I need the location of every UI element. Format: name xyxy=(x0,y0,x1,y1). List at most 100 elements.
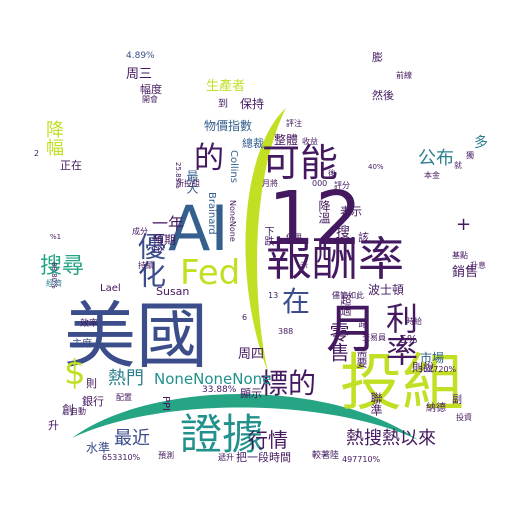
word-489: 4.89% xyxy=(126,51,155,61)
word-000: 000 xyxy=(312,179,328,188)
word-zidong: 自動 xyxy=(70,407,86,416)
word-yuejiang: 月將 xyxy=(262,179,278,188)
word-fed: Fed xyxy=(180,253,241,293)
word-chaoguo: 超過 xyxy=(339,294,352,316)
word-pingzhu: 評注 xyxy=(286,119,302,128)
word-zhengti: 整體 xyxy=(274,133,299,147)
word-suotouzu: 所投組 xyxy=(176,179,200,188)
word-sousun: 搜尋 xyxy=(40,254,85,279)
word-6: 6 xyxy=(242,313,248,322)
word-jingji: 經濟 xyxy=(46,279,62,288)
word-hangqing: 行情 xyxy=(248,428,288,452)
word-baochi: 保持 xyxy=(240,97,265,111)
word-yinian: 一年 xyxy=(152,214,185,233)
word-yue: 月 xyxy=(326,300,379,360)
word-lael: Lael xyxy=(100,283,121,294)
word-baduan: 把一段時間 xyxy=(236,451,291,464)
word-fu: 副 xyxy=(452,395,462,406)
bottom-arc xyxy=(72,394,418,440)
word-chixu: 持續 xyxy=(138,261,154,270)
word-benjin: 本金 xyxy=(424,171,440,180)
word-ppi: PPI xyxy=(160,396,171,412)
word-lu: 路 xyxy=(356,318,367,328)
word-zongcai: 總裁 xyxy=(242,137,264,150)
word-gai: 該 xyxy=(358,231,369,244)
word-shuizhun: 水準 xyxy=(86,441,111,455)
word-shengxi: 升息 xyxy=(470,261,486,270)
word-qianxian: 前線 xyxy=(396,71,412,80)
word-jiu: 就 xyxy=(454,161,462,170)
word-lingshou: 零售 xyxy=(326,322,350,362)
word-peizhi: 配置 xyxy=(116,393,132,402)
word-388: 388 xyxy=(278,327,294,336)
word-touzi: 投資 xyxy=(456,413,472,422)
word-jiangfu: 降幅 xyxy=(43,120,64,156)
word-shigei: 時給 xyxy=(406,317,422,326)
word-dao: 到 xyxy=(218,99,228,110)
word-boshidun: 波士頓 xyxy=(368,283,405,297)
word-zhousan: 周三 xyxy=(126,67,153,82)
word-youhua: 優化 xyxy=(134,232,167,288)
word-yinhang: 銀行 xyxy=(82,395,104,408)
word-chengfen: 成分 xyxy=(132,227,148,236)
word-zuijin: 最近 xyxy=(114,428,150,449)
word-zeshuo: 則說 xyxy=(412,361,434,374)
word-497710: 497710% xyxy=(342,455,381,464)
word-jinguan: 儘管如此 xyxy=(332,291,364,300)
word-40pct: 40% xyxy=(368,163,384,171)
word-2: 2 xyxy=(34,149,40,158)
word-fudu: 幅度 xyxy=(140,83,162,96)
word-resou: 熱搜熱以來 xyxy=(346,428,436,449)
word-xiaolv: 效率 xyxy=(80,319,99,329)
word-zhuxi: 主席 xyxy=(72,339,92,350)
word-pingfen: 評分 xyxy=(334,181,350,190)
word-collins: Collins xyxy=(228,150,239,183)
word-wujia: 物價指數 xyxy=(204,119,253,133)
word-13: 13 xyxy=(268,291,279,300)
word-sou: 搜 xyxy=(336,225,350,241)
word-hou: 後 xyxy=(328,169,336,178)
word-302720: 302720% xyxy=(418,365,457,374)
word-nonenone: NoneNoneNone xyxy=(154,370,272,388)
word-shengchanzhe: 生產者 xyxy=(206,79,246,94)
word-zhousi: 周四 xyxy=(238,347,265,362)
word-lilv: 利率 xyxy=(381,302,419,366)
word-zhengzai: 正在 xyxy=(60,159,82,172)
word-653310: 653310% xyxy=(102,453,141,462)
word-biaode: 標的 xyxy=(260,367,317,400)
word-xiaoshou: 銷售 xyxy=(452,265,479,280)
word-sheng: 升 xyxy=(48,419,59,432)
word-8980: 89.80% xyxy=(50,262,58,289)
word-xianshi: 顯示 xyxy=(240,387,262,400)
word-jiaoyiyuan: 交易員 xyxy=(362,333,386,342)
word-remen: 熱門 xyxy=(108,368,144,389)
word-3388: 33.88% xyxy=(202,385,237,395)
word-nonenone-small: NoneNone xyxy=(228,200,237,242)
word-12: 12 xyxy=(268,176,363,262)
word-zhengju: 證據 xyxy=(180,410,265,459)
word-jiangwen: 降溫 xyxy=(317,200,331,224)
word-lianzhun: 聯準 xyxy=(369,392,383,416)
word-peng: 膨 xyxy=(372,51,383,64)
word-du: 獨 xyxy=(466,151,474,160)
word-zai: 在 xyxy=(282,285,311,318)
word-jidian: 基點 xyxy=(452,251,468,260)
word-yuce: 預測 xyxy=(158,451,174,460)
word-zhuolu: 較著陸 xyxy=(312,451,340,461)
word-susan: Susan xyxy=(156,285,190,298)
word-shouyi: 收益 xyxy=(302,137,318,146)
word-disheng: 遞升 xyxy=(218,453,234,462)
word-yuqi: 預期 xyxy=(152,233,177,247)
word-meiguo: 美國 xyxy=(64,294,209,378)
word-dollar: $ xyxy=(64,353,86,393)
word-brainard: Brainard xyxy=(206,192,217,235)
crescent-arc xyxy=(245,108,286,372)
word-zuida: 最大 xyxy=(185,170,199,194)
word-2589: 25.89% xyxy=(174,162,182,189)
word-5pct: 5% xyxy=(400,333,418,346)
word-pct1: %1 xyxy=(50,233,62,241)
word-duo: 多 xyxy=(474,135,488,151)
word-ze: 則 xyxy=(86,377,97,390)
